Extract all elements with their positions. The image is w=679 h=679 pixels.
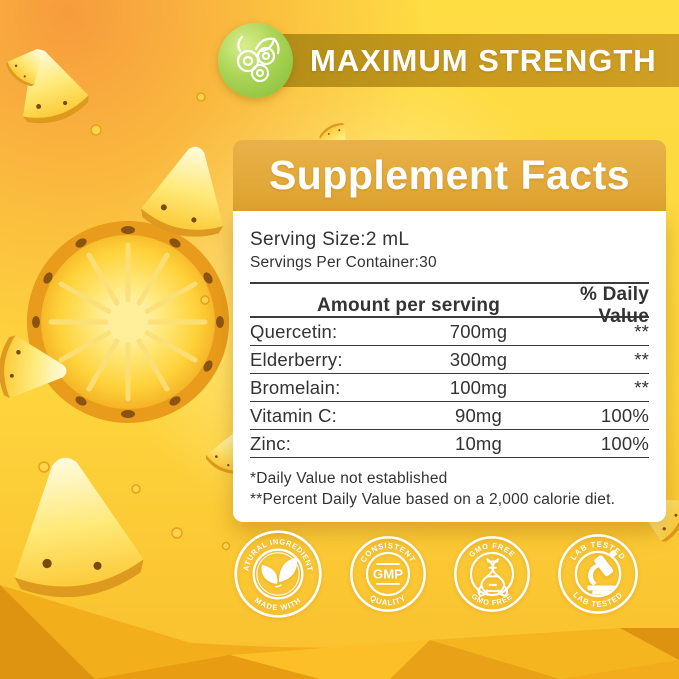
- pineapple-slice-icon: [27, 221, 229, 423]
- ingredient-dv: 100%: [600, 404, 649, 426]
- banner-label: MAXIMUM STRENGTH: [310, 42, 657, 78]
- svg-text:QUALITY: QUALITY: [368, 593, 407, 607]
- ingredient-amount: 700mg: [449, 320, 508, 342]
- elderberry-badge: [218, 23, 293, 98]
- badge-bottom-text: QUALITY: [368, 593, 407, 607]
- panel-header: Supplement Facts: [233, 140, 666, 211]
- supplement-facts-panel: Supplement Facts Serving Size:2 mL Servi…: [233, 140, 666, 522]
- table-header-row: Amount per serving % Daily Value: [250, 282, 649, 327]
- lab-tested-badge: LAB TESTED LAB TESTED: [558, 534, 638, 614]
- ingredient-amount: 100mg: [449, 376, 508, 398]
- footnote-daily-value: *Daily Value not established: [250, 470, 448, 487]
- serving-size: Serving Size:2 mL: [250, 229, 410, 250]
- certification-badges: NATURAL INGREDIENTS MADE WITH CONSISTENT…: [233, 528, 645, 620]
- footnote-percent-dv: **Percent Daily Value based on a 2,000 c…: [250, 491, 616, 508]
- footnotes: *Daily Value not established **Percent D…: [250, 468, 649, 510]
- table-row: Bromelain: 100mg **: [250, 374, 649, 402]
- elderberry-icon: [236, 35, 280, 83]
- gmp-quality-badge: CONSISTENT QUALITY GMP: [350, 536, 426, 612]
- panel-body: Serving Size:2 mL Servings Per Container…: [233, 211, 666, 522]
- pineapple-wedge-icon: [4, 39, 94, 131]
- maximum-strength-banner: MAXIMUM STRENGTH: [248, 34, 679, 87]
- ingredient-amount: 10mg: [454, 432, 503, 454]
- svg-text:GMO FREE: GMO FREE: [467, 541, 517, 559]
- bottom-facet-decoration: [0, 585, 679, 679]
- ingredient-name: Zinc:: [250, 432, 292, 454]
- microscope-icon: [587, 550, 617, 595]
- dna-leaf-icon: [477, 558, 509, 597]
- ingredient-dv: 100%: [600, 432, 649, 454]
- ingredient-dv: **: [634, 320, 649, 342]
- ingredient-name: Vitamin C:: [250, 404, 337, 426]
- natural-ingredients-badge: NATURAL INGREDIENTS MADE WITH: [233, 529, 322, 618]
- leaves-icon: [261, 557, 298, 588]
- gmo-free-badge: GMO FREE GMO FREE: [454, 536, 530, 612]
- panel-title: Supplement Facts: [268, 152, 631, 198]
- servings-per-container: Servings Per Container:30: [250, 254, 437, 271]
- ingredient-name: Elderberry:: [250, 348, 343, 370]
- gmp-text: GMP: [373, 567, 403, 582]
- table-row: Quercetin: 700mg **: [250, 318, 649, 346]
- badge-top-text: GMO FREE: [467, 541, 516, 559]
- table-row: Zinc: 10mg 100%: [250, 430, 649, 458]
- column-daily-value: % Daily Value: [580, 284, 649, 327]
- ingredient-amount: 300mg: [449, 348, 508, 370]
- ingredient-amount: 90mg: [454, 404, 503, 426]
- ingredient-name: Bromelain:: [250, 376, 341, 398]
- column-amount-per-serving: Amount per serving: [316, 295, 501, 316]
- ingredient-dv: **: [634, 348, 649, 370]
- table-row: Elderberry: 300mg **: [250, 346, 649, 374]
- ingredient-dv: **: [634, 376, 649, 398]
- table-row: Vitamin C: 90mg 100%: [250, 402, 649, 430]
- ingredient-name: Quercetin:: [250, 320, 338, 342]
